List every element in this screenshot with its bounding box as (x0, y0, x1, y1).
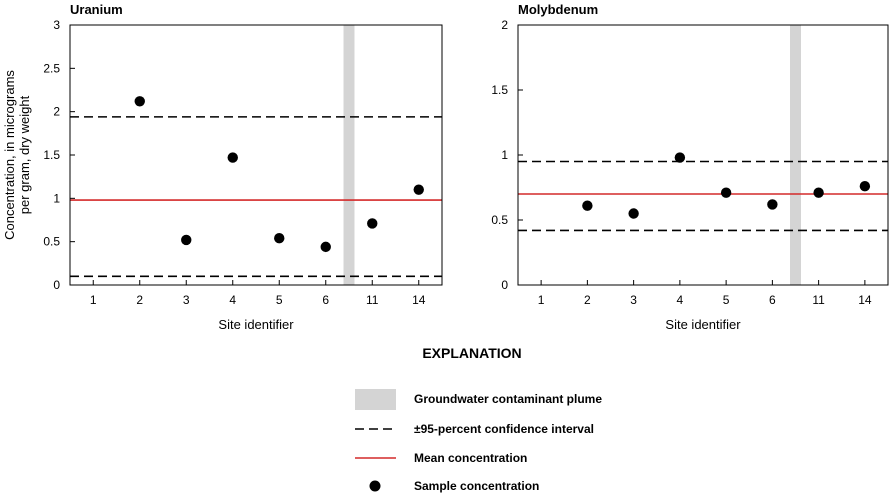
molybdenum-y-tick-label: 2 (501, 18, 508, 32)
legend-sample-swatch (369, 480, 381, 492)
uranium-x-tick-label: 6 (322, 293, 329, 307)
uranium-y-tick-label: 1.5 (43, 148, 60, 162)
legend-plume-swatch (355, 389, 396, 410)
molybdenum-y-tick-label: 1.5 (491, 83, 508, 97)
uranium-data-point (367, 218, 378, 229)
uranium-y-axis-label: Concentration, in micrograms (2, 70, 17, 240)
uranium-x-tick-label: 11 (366, 293, 379, 307)
uranium-y-tick-label: 2 (53, 105, 60, 119)
uranium-y-tick-label: 0 (53, 278, 60, 292)
uranium-y-tick-label: 2.5 (43, 61, 60, 75)
molybdenum-data-point (582, 200, 593, 211)
uranium-x-tick-label: 3 (183, 293, 190, 307)
uranium-data-point (320, 241, 331, 253)
legend-sample-label: Sample concentration (414, 479, 539, 493)
uranium-x-tick-label: 1 (90, 293, 97, 307)
uranium-data-point (181, 234, 192, 246)
uranium-x-tick-label: 2 (136, 293, 143, 307)
uranium-y-tick-label: 1 (53, 191, 60, 205)
molybdenum-y-tick-label: 0 (501, 278, 508, 292)
molybdenum-y-tick-label: 0.5 (491, 213, 508, 227)
molybdenum-data-point (767, 199, 778, 210)
legend-mean-label: Mean concentration (414, 451, 527, 465)
molybdenum-plot-frame (517, 24, 889, 286)
molybdenum-chart-title: Molybdenum (518, 2, 598, 17)
uranium-data-point (227, 152, 238, 163)
uranium-x-tick-label: 14 (412, 293, 426, 307)
legend-plume-label: Groundwater contaminant plume (414, 392, 602, 406)
legend-ci-label: ±95-percent confidence interval (414, 422, 594, 436)
molybdenum-x-axis-label: Site identifier (665, 317, 741, 332)
uranium-plume-band (343, 25, 355, 285)
molybdenum-plume-band (790, 25, 801, 285)
uranium-data-point (413, 184, 424, 195)
molybdenum-data-point (859, 181, 871, 192)
uranium-panel: 0 0.5 1 1.5 2 2.5 3 1 2 3 4 5 6 11 14 Uranium Site ident… (2, 2, 443, 332)
molybdenum-data-point (720, 187, 732, 198)
molybdenum-x-tick-label: 2 (584, 293, 591, 307)
molybdenum-panel: 0 0.5 1 1.5 2 1 2 3 4 5 6 11 14 Molybdenum Site identi… (491, 2, 889, 332)
molybdenum-data-point (674, 152, 686, 163)
uranium-y-tick-label: 0.5 (43, 235, 60, 249)
molybdenum-data-point (813, 187, 824, 198)
molybdenum-y-tick-label: 1 (501, 148, 508, 162)
explanation-legend: EXPLANATION Groundwater contaminant plum… (355, 345, 602, 493)
molybdenum-x-tick-label: 5 (723, 293, 730, 307)
molybdenum-x-tick-label: 3 (630, 293, 637, 307)
uranium-x-tick-label: 5 (276, 293, 283, 307)
molybdenum-x-tick-label: 11 (812, 293, 825, 307)
uranium-y-axis-label: per gram, dry weight (17, 95, 32, 214)
molybdenum-x-tick-label: 6 (769, 293, 776, 307)
uranium-y-tick-label: 3 (53, 18, 60, 32)
uranium-x-tick-label: 4 (229, 293, 236, 307)
uranium-x-axis-label: Site identifier (218, 317, 294, 332)
molybdenum-x-tick-label: 14 (858, 293, 872, 307)
uranium-data-point (274, 233, 285, 244)
molybdenum-x-tick-label: 1 (538, 293, 545, 307)
explanation-heading: EXPLANATION (422, 345, 521, 361)
molybdenum-x-tick-label: 4 (677, 293, 684, 307)
molybdenum-data-point (628, 208, 639, 219)
uranium-plot-frame (69, 24, 443, 286)
uranium-chart-title: Uranium (70, 2, 123, 17)
uranium-data-point (134, 96, 145, 107)
